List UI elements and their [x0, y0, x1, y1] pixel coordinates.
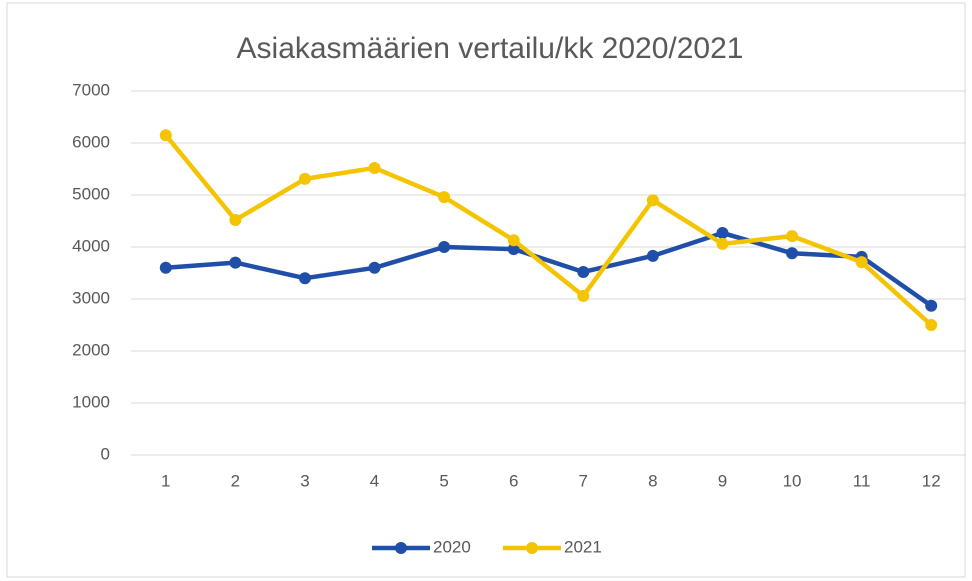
x-tick-label: 5 [439, 471, 448, 490]
point [159, 129, 172, 142]
point [438, 241, 451, 253]
series-line [165, 230, 933, 308]
legend-label: 2020 [433, 537, 471, 556]
y-tick-label: 6000 [72, 132, 110, 151]
x-tick-label: 6 [509, 471, 518, 490]
legend-label: 2021 [564, 537, 602, 556]
point [229, 256, 242, 269]
point [577, 265, 590, 278]
y-tick-label: 4000 [72, 236, 110, 255]
point [925, 299, 938, 312]
x-tick-label: 1 [161, 471, 170, 490]
x-tick-label: 11 [853, 471, 871, 490]
x-tick-label: 12 [922, 471, 941, 490]
point [438, 191, 451, 204]
point [716, 237, 729, 250]
y-tick-label: 2000 [72, 340, 110, 359]
x-tick-label: 4 [370, 471, 379, 490]
point [577, 289, 590, 302]
y-tick-label: 7000 [72, 80, 110, 99]
point [368, 161, 381, 174]
y-tick-label: 3000 [72, 288, 110, 307]
chart-title: Asiakasmäärien vertailu/kk 2020/2021 [237, 32, 744, 65]
point [925, 319, 938, 331]
point [786, 247, 799, 260]
point [298, 172, 311, 185]
point [229, 213, 242, 226]
point [716, 226, 729, 239]
point [159, 261, 172, 274]
x-tick-label: 8 [648, 471, 657, 490]
legend-marker [395, 542, 407, 554]
point [786, 230, 799, 243]
point [646, 249, 659, 262]
point [507, 234, 520, 247]
point [646, 194, 659, 207]
y-tick-label: 0 [101, 444, 110, 463]
series-line [164, 133, 933, 327]
point [368, 261, 381, 274]
y-tick-label: 1000 [72, 392, 110, 411]
x-tick-label: 9 [718, 471, 727, 490]
point [298, 272, 311, 285]
x-tick-label: 10 [783, 471, 802, 490]
chart-border [6, 2, 966, 578]
x-tick-label: 2 [231, 471, 240, 490]
y-tick-label: 5000 [72, 184, 110, 203]
x-tick-label: 7 [579, 471, 588, 490]
x-tick-label: 3 [300, 471, 309, 490]
point [507, 243, 520, 256]
legend-marker [526, 542, 538, 554]
point [855, 256, 868, 269]
